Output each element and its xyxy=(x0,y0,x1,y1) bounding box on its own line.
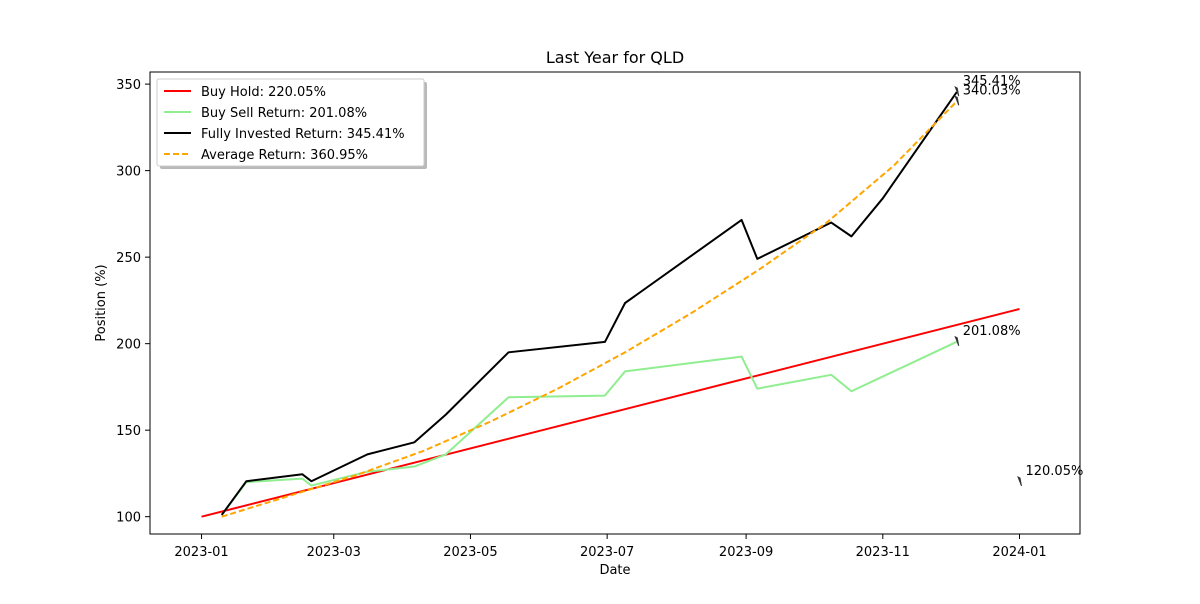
series-line-3 xyxy=(220,91,958,516)
legend-box xyxy=(156,78,425,167)
x-axis-ticks: 2023-01 2023-03 2023-05 2023-07 2023-09 2023-… xyxy=(174,534,1047,560)
series-line-4 xyxy=(221,100,958,518)
annotation-label-1: 345.41% xyxy=(963,74,1021,89)
annotation-label-3: 201.08% xyxy=(963,324,1021,339)
y-axis-ticks: 100 150 200 250 300 350 xyxy=(116,78,150,526)
annotation-arrow-2 xyxy=(954,95,960,106)
legend: Buy Hold: 220.05% Buy Sell Return: 201.08… xyxy=(156,78,427,169)
annotation-arrow-3 xyxy=(954,335,960,346)
annotation-arrow-1 xyxy=(954,86,960,97)
legend-label-4: Average Return: 360.95% xyxy=(201,148,368,163)
y-tick-label-6: 350 xyxy=(116,78,141,93)
y-tick-label-5: 300 xyxy=(116,165,141,180)
x-tick-label-4: 2023-07 xyxy=(580,545,634,560)
series-line-2 xyxy=(220,340,958,516)
x-tick-label-5: 2023-09 xyxy=(719,545,773,560)
series-layer xyxy=(201,91,1020,518)
annotation-arrow-4 xyxy=(1017,475,1022,487)
x-tick-label-3: 2023-05 xyxy=(443,545,497,560)
annotation-label-4: 120.05% xyxy=(1025,464,1083,479)
y-axis-label: Position (%) xyxy=(94,264,109,341)
legend-label-2: Buy Sell Return: 201.08% xyxy=(201,106,367,121)
x-axis-label: Date xyxy=(599,563,630,578)
series-line-1 xyxy=(201,308,1020,518)
y-tick-label-2: 150 xyxy=(116,424,141,439)
y-tick-label-3: 200 xyxy=(116,338,141,353)
x-tick-label-2: 2023-03 xyxy=(307,545,361,560)
plot-frame xyxy=(149,71,1081,535)
legend-label-3: Fully Invested Return: 345.41% xyxy=(201,127,405,142)
annotation-label-2: 340.03% xyxy=(963,83,1021,98)
annotation-layer: 345.41%340.03% 201.08% 120.05% xyxy=(954,74,1083,487)
y-tick-label-4: 250 xyxy=(116,251,141,266)
legend-label-1: Buy Hold: 220.05% xyxy=(201,85,326,100)
x-tick-label-1: 2023-01 xyxy=(174,545,228,560)
chart-title: Last Year for QLD xyxy=(546,48,684,67)
x-tick-label-7: 2024-01 xyxy=(992,545,1046,560)
y-tick-label-1: 100 xyxy=(116,511,141,526)
x-tick-label-6: 2023-11 xyxy=(856,545,910,560)
